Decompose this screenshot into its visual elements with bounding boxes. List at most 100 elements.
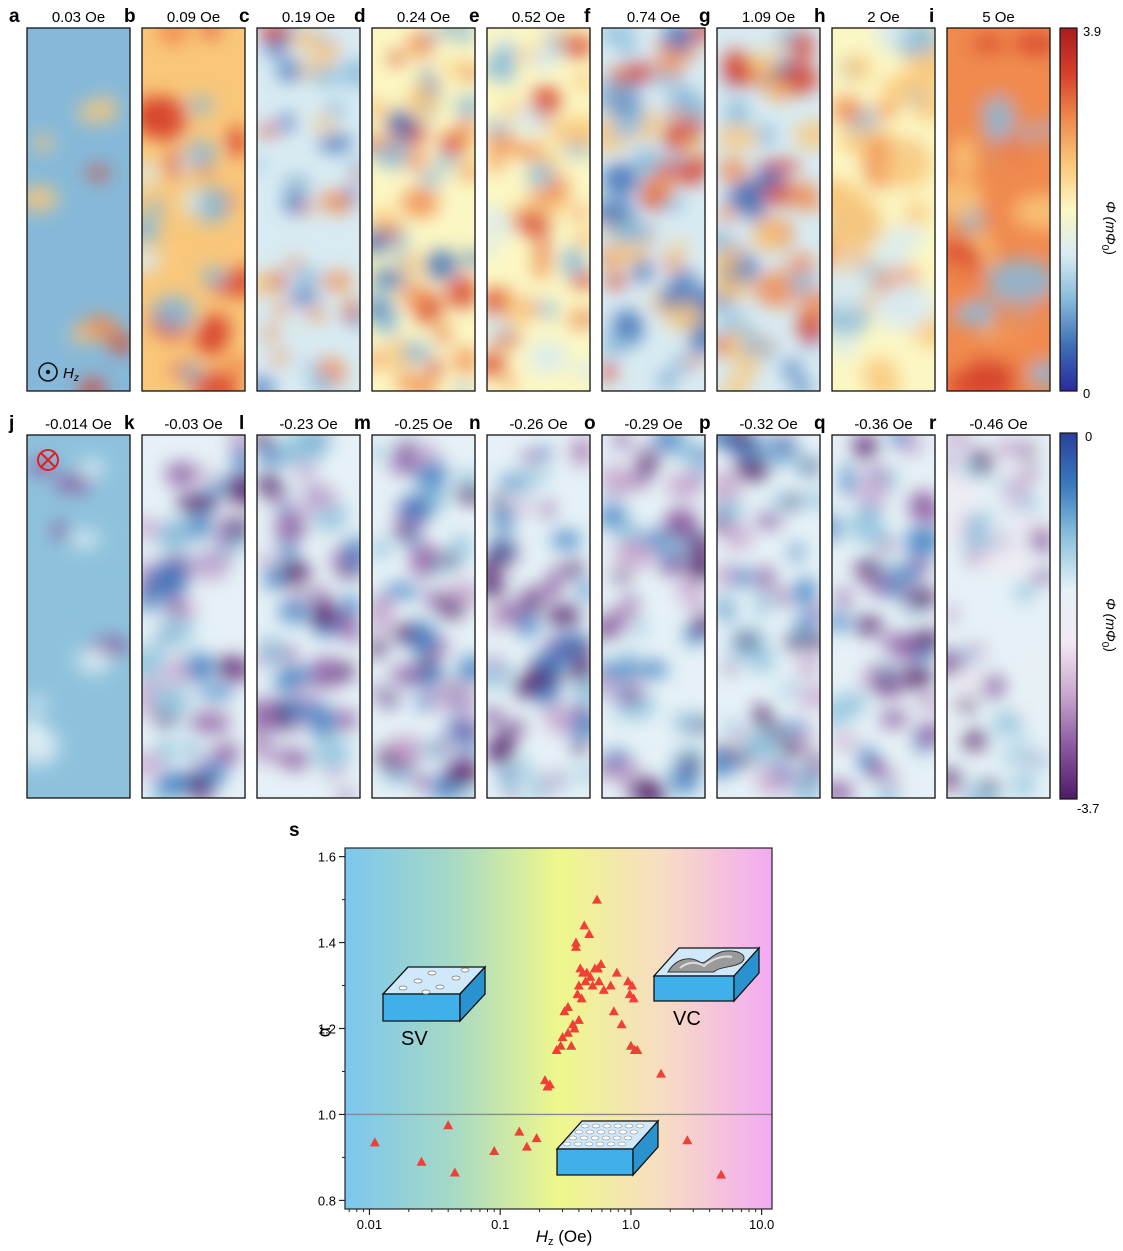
panel-letter-a: a bbox=[9, 6, 20, 27]
x-tick-label: 10.0 bbox=[749, 1217, 774, 1232]
map-panel-m: m -0.25 Oe bbox=[354, 413, 476, 799]
panel-letter-l: l bbox=[239, 413, 244, 434]
data-point bbox=[591, 894, 602, 904]
field-up-symbol: Hz bbox=[38, 362, 79, 384]
data-point bbox=[584, 928, 595, 938]
data-point bbox=[595, 959, 606, 969]
panel-field-g: 1.09 Oe bbox=[742, 9, 795, 26]
colorbar-top-label: Φ (mΦ0) bbox=[1099, 201, 1119, 255]
panel-letter-q: q bbox=[814, 413, 826, 434]
map-panel-g: g 1.09 Oe bbox=[699, 6, 821, 392]
x-tick-label: 0.01 bbox=[357, 1217, 382, 1232]
panel-letter-i: i bbox=[929, 6, 934, 27]
data-point bbox=[628, 993, 639, 1003]
panel-field-l: -0.23 Oe bbox=[279, 416, 337, 433]
data-point bbox=[521, 1141, 532, 1151]
data-point bbox=[562, 1002, 573, 1012]
data-point bbox=[608, 1006, 619, 1016]
panel-field-r: -0.46 Oe bbox=[969, 416, 1027, 433]
panel-field-c: 0.19 Oe bbox=[282, 9, 335, 26]
data-point bbox=[572, 989, 583, 999]
x-tick-label: 1.0 bbox=[622, 1217, 640, 1232]
map-panel-p: p -0.32 Oe bbox=[699, 413, 821, 799]
panel-letter-r: r bbox=[929, 413, 937, 434]
data-point bbox=[489, 1145, 500, 1155]
panel-letter-p: p bbox=[699, 413, 711, 434]
lattice-block-illustration bbox=[555, 1119, 660, 1177]
map-panel-h: h 2 Oe bbox=[814, 6, 936, 392]
panel-letter-o: o bbox=[584, 413, 596, 434]
data-point bbox=[716, 1169, 727, 1179]
data-point bbox=[416, 1156, 427, 1166]
map-panel-e: e 0.52 Oe bbox=[469, 6, 591, 392]
panel-field-o: -0.29 Oe bbox=[624, 416, 682, 433]
data-point bbox=[611, 967, 622, 977]
data-point bbox=[555, 1040, 566, 1050]
data-point bbox=[656, 1068, 667, 1078]
y-tick-label: 1.0 bbox=[318, 1107, 336, 1122]
panel-field-f: 0.74 Oe bbox=[627, 9, 680, 26]
data-point bbox=[369, 1137, 380, 1147]
colorbar-bottom-max: 0 bbox=[1085, 429, 1092, 444]
data-point bbox=[605, 980, 616, 990]
y-tick-label: 1.6 bbox=[318, 850, 336, 865]
data-point bbox=[594, 976, 605, 986]
colorbar-top: 3.9 0 Φ (mΦ0) bbox=[1059, 24, 1119, 401]
data-point bbox=[449, 1167, 460, 1177]
region-label-vc: VC bbox=[673, 1008, 701, 1030]
map-panel-b: b 0.09 Oe bbox=[124, 6, 246, 392]
panel-field-k: -0.03 Oe bbox=[164, 416, 222, 433]
panel-field-p: -0.32 Oe bbox=[739, 416, 797, 433]
panel-letter-n: n bbox=[469, 413, 481, 434]
panel-field-i: 5 Oe bbox=[982, 9, 1015, 26]
panel-field-b: 0.09 Oe bbox=[167, 9, 220, 26]
map-panel-f: f 0.74 Oe bbox=[584, 6, 706, 392]
data-point bbox=[682, 1135, 693, 1145]
data-point bbox=[514, 1126, 525, 1136]
map-panel-j: j -0.014 Oe bbox=[8, 413, 131, 799]
panel-field-d: 0.24 Oe bbox=[397, 9, 450, 26]
top-image-row: a 0.03 Oe b 0.09 Oe c 0.19 Oe d 0.24 Oe e 0.52 Oe… bbox=[9, 6, 1051, 392]
panel-field-m: -0.25 Oe bbox=[394, 416, 452, 433]
region-label-sv: SV bbox=[401, 1028, 428, 1050]
bottom-image-row: j -0.014 Oe k -0.03 Oe l -0.23 Oe m -0.25 Oe n -0… bbox=[8, 413, 1051, 799]
y-tick-label: 1.4 bbox=[318, 936, 336, 951]
data-point bbox=[570, 937, 581, 947]
data-point bbox=[576, 993, 587, 1003]
panel-letter-s: s bbox=[289, 820, 300, 841]
map-panel-k: k -0.03 Oe bbox=[124, 413, 246, 799]
circle-cross-icon bbox=[37, 449, 59, 471]
panel-letter-c: c bbox=[239, 6, 250, 27]
map-panel-q: q -0.36 Oe bbox=[814, 413, 936, 799]
colorbar-bottom: 0 -3.7 Φ (mΦ0) bbox=[1059, 429, 1119, 816]
hz-label: Hz bbox=[63, 365, 79, 384]
sv-block-illustration bbox=[381, 965, 487, 1023]
map-panel-d: d 0.24 Oe bbox=[354, 6, 476, 392]
x-axis-label: Hz (Oe) bbox=[536, 1227, 593, 1248]
colorbar-bottom-label: Φ (mΦ0) bbox=[1099, 598, 1119, 652]
data-point bbox=[632, 1044, 643, 1054]
colorbar-top-gradient bbox=[1059, 27, 1078, 392]
y-axis-label: α bbox=[314, 1027, 334, 1037]
data-point bbox=[443, 1120, 454, 1130]
data-point bbox=[569, 1023, 580, 1033]
panel-field-j: -0.014 Oe bbox=[45, 416, 112, 433]
panel-letter-j: j bbox=[8, 413, 14, 434]
map-panel-r: r -0.46 Oe bbox=[929, 413, 1051, 799]
data-point bbox=[598, 984, 609, 994]
panel-letter-d: d bbox=[354, 6, 366, 27]
data-points bbox=[369, 894, 727, 1179]
panel-letter-e: e bbox=[469, 6, 480, 27]
panel-letter-h: h bbox=[814, 6, 826, 27]
map-panel-n: n -0.26 Oe bbox=[469, 413, 591, 799]
panel-letter-b: b bbox=[124, 6, 136, 27]
data-point bbox=[579, 920, 590, 930]
field-down-symbol bbox=[37, 449, 59, 471]
colorbar-top-max: 3.9 bbox=[1083, 24, 1101, 39]
colorbar-bottom-gradient bbox=[1059, 432, 1078, 800]
map-panel-i: i 5 Oe bbox=[929, 6, 1051, 392]
data-point bbox=[557, 1032, 568, 1042]
data-point bbox=[627, 980, 638, 990]
data-point bbox=[573, 980, 584, 990]
